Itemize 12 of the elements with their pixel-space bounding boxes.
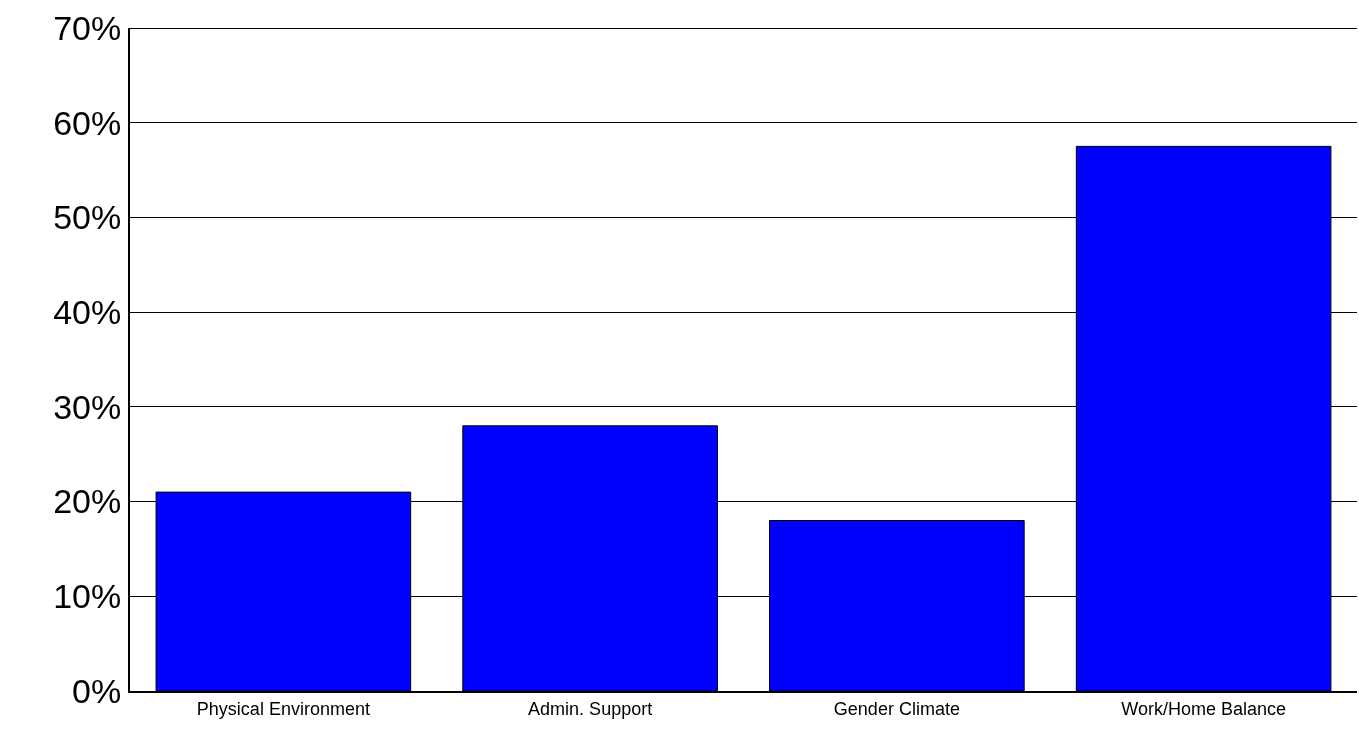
y-tick-label: 10% (53, 577, 122, 616)
y-tick-label: 70% (53, 8, 122, 47)
y-tick-label: 30% (53, 387, 122, 426)
x-tick-label: Gender Climate (833, 698, 960, 719)
y-tick-label: 60% (53, 103, 122, 142)
x-tick-label: Physical Environment (196, 698, 370, 719)
y-tick-label: 50% (53, 198, 122, 237)
y-tick-label: 40% (53, 293, 122, 332)
x-tick-label: Work/Home Balance (1121, 698, 1286, 719)
y-tick-label: 0% (72, 671, 122, 710)
y-tick-label: 20% (53, 482, 122, 521)
x-tick-label: Admin. Support (528, 698, 653, 719)
